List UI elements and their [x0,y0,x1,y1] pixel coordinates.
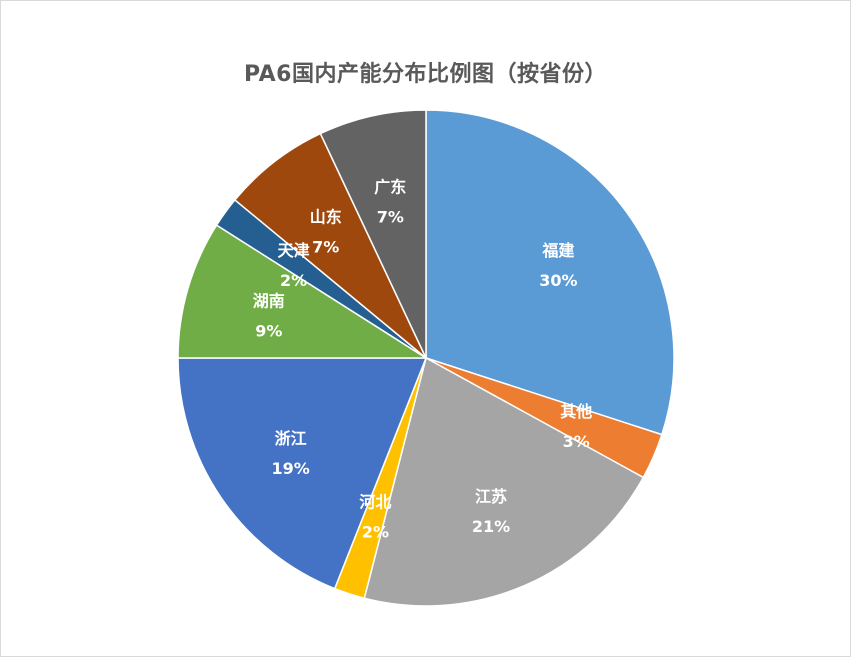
slice-value-label-1: 3% [563,432,590,451]
slice-value-label-2: 21% [472,517,510,536]
pie-slice-4 [177,357,428,590]
chart-title: PA6国内产能分布比例图（按省份） [244,62,607,87]
slice-value-label-7: 7% [312,238,339,257]
pie-slice-7 [233,132,427,359]
slice-category-label-6: 天津 [278,241,310,260]
slice-category-label-8: 广东 [374,177,406,196]
slice-category-label-4: 浙江 [275,429,307,448]
pie-slice-5 [177,224,429,359]
slice-category-label-3: 河北 [359,493,391,512]
slice-category-label-2: 江苏 [475,487,507,506]
slice-value-label-4: 19% [271,459,309,478]
slice-value-label-0: 30% [539,271,577,290]
slice-category-label-7: 山东 [310,208,342,227]
slice-category-label-1: 其他 [560,402,592,421]
pie-slice-2 [363,356,645,607]
pie-labels: 福建 30% 其他 3% 江苏 21% 河北 2% 浙江 19% 湖南 9% 天津 2% 山东 7% 广东 7% [253,177,592,541]
slice-value-label-8: 7% [377,207,404,226]
pie-slice-0 [425,109,675,436]
slice-category-label-5: 湖南 [253,291,285,310]
slice-value-label-5: 9% [255,321,282,340]
pie-slices [177,109,675,607]
slice-value-label-3: 2% [362,523,389,542]
slice-value-label-6: 2% [280,271,307,290]
pie-slice-8 [319,109,427,359]
slice-category-label-0: 福建 [541,241,574,260]
